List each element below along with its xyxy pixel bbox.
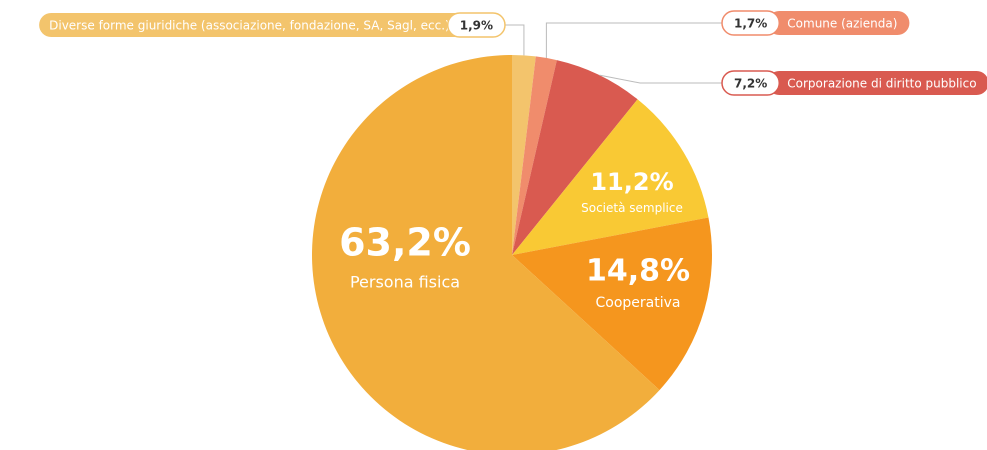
callout-value-pill (446, 12, 506, 38)
slice-value-label: 14,8% (586, 254, 690, 289)
pie-slice (312, 55, 660, 450)
slice-name-label: Società semplice (581, 201, 683, 215)
callout-name: Diverse forme giuridiche (associazione, … (49, 19, 450, 33)
callout-name-pill (39, 13, 472, 37)
callout-value-pill (721, 70, 781, 96)
callout-name-pill (767, 71, 987, 95)
leader-line (545, 22, 722, 58)
callout-name-pill (767, 11, 910, 35)
pie-slice (512, 56, 557, 256)
callout-value: 7,2% (734, 77, 767, 91)
callout-value: 1,9% (460, 19, 493, 33)
callout: Diverse forme giuridiche (associazione, … (39, 12, 506, 38)
leader-line (505, 24, 525, 56)
leader-line (599, 74, 722, 84)
slice-name-label: Cooperativa (596, 295, 681, 311)
callout-name: Corporazione di diritto pubblico (787, 77, 976, 91)
callout: Corporazione di diritto pubblico 7,2% (721, 70, 987, 96)
pie-slice (512, 60, 638, 256)
callout-name: Comune (azienda) (787, 17, 897, 31)
pie-slice (512, 99, 709, 255)
slice-name-label: Persona fisica (350, 273, 460, 292)
slice-value-label: 63,2% (339, 221, 471, 265)
callout: Comune (azienda) 1,7% (721, 10, 910, 36)
pie-slice (512, 217, 712, 391)
pie-slice (512, 55, 536, 255)
callout-value-pill (721, 10, 781, 36)
slice-value-label: 11,2% (590, 168, 673, 196)
callout-value: 1,7% (734, 17, 767, 31)
